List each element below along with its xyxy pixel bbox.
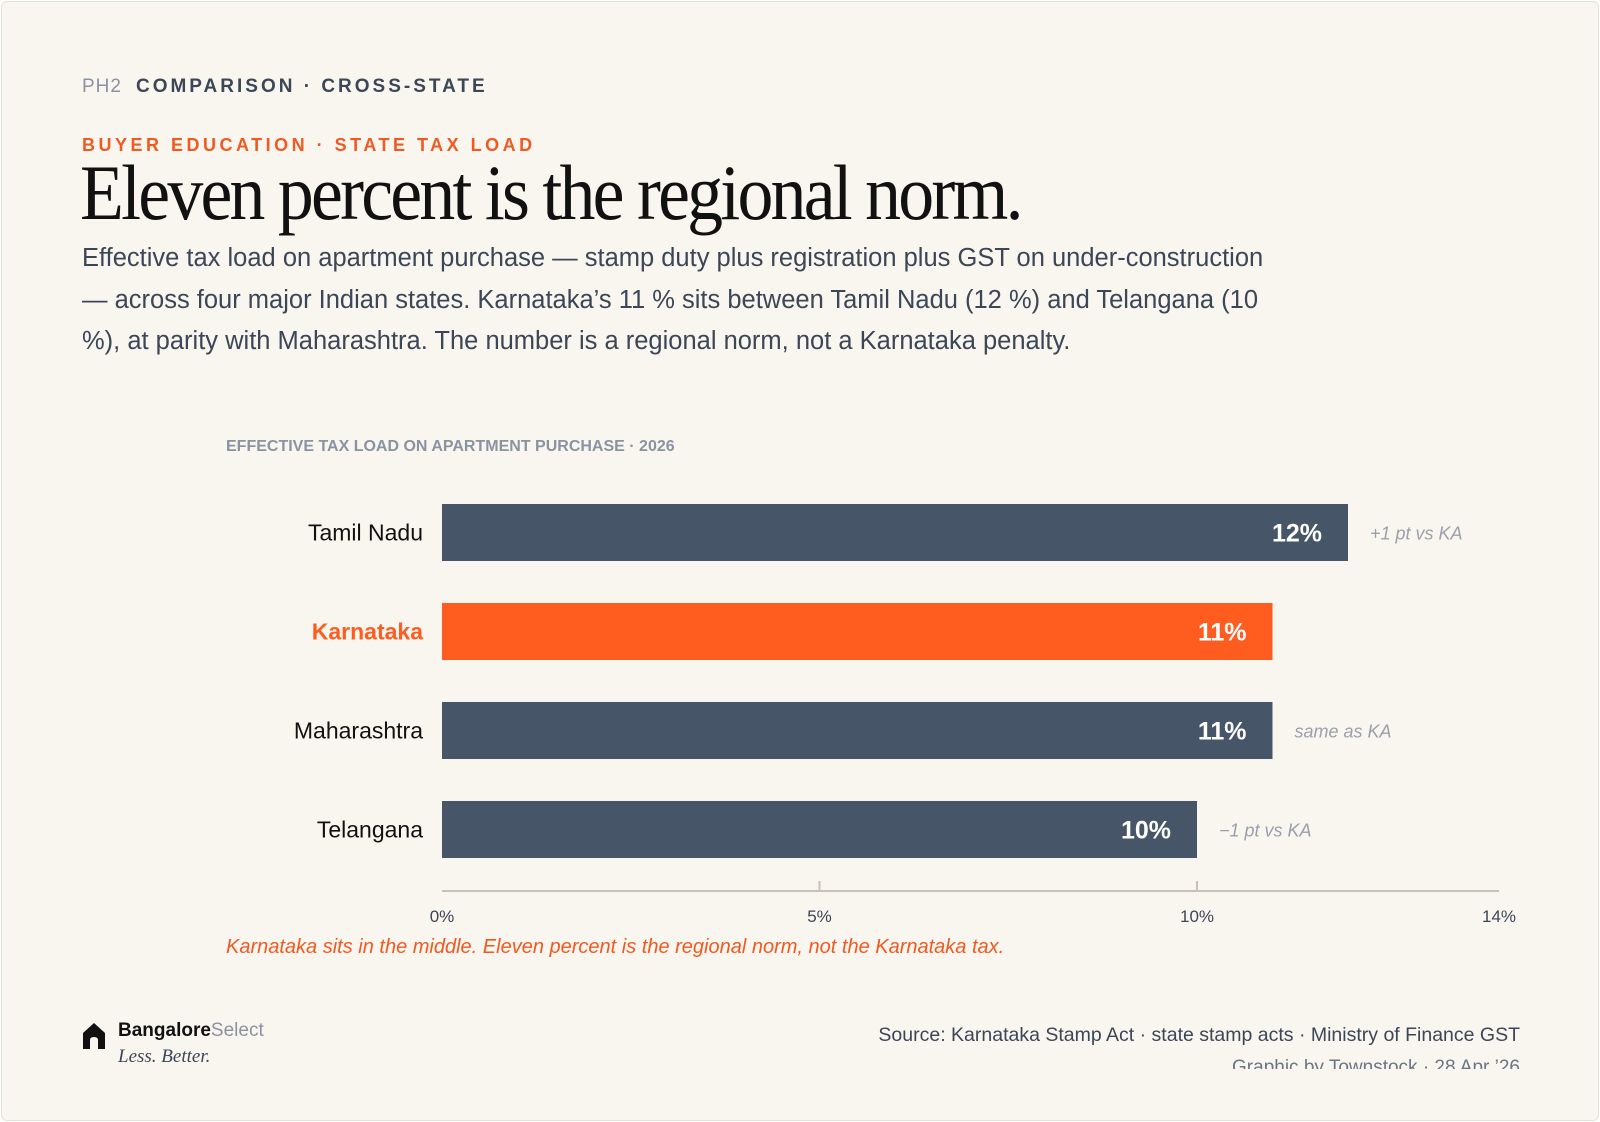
bar-annotation: same as KA <box>1295 722 1392 742</box>
category-label: Maharashtra <box>294 718 423 744</box>
bar <box>442 504 1348 561</box>
chart-callout: Karnataka sits in the middle. Eleven per… <box>226 936 1005 958</box>
data-label: 12% <box>1272 520 1322 548</box>
data-label: 11% <box>1198 619 1247 647</box>
x-tick-label: 10% <box>1180 907 1214 926</box>
bar-annotation: −1 pt vs KA <box>1219 821 1312 841</box>
data-label: 10% <box>1121 817 1171 845</box>
bar <box>442 603 1273 660</box>
section-code: PH2 <box>82 76 122 97</box>
x-tick-label: 5% <box>807 907 832 926</box>
bar <box>442 702 1273 759</box>
brand-tagline: Less. Better. <box>118 1046 211 1062</box>
house-icon <box>83 1023 105 1049</box>
bar-annotation: +1 pt vs KA <box>1370 524 1463 544</box>
category-label: Karnataka <box>312 619 423 645</box>
brand-name-primary: Bangalore <box>118 1020 211 1041</box>
section-label: COMPARISON · CROSS-STATE <box>135 76 488 97</box>
bar <box>442 801 1197 858</box>
source-block: Source: Karnataka Stamp Act · state stam… <box>878 1024 1520 1069</box>
kicker: BUYER EDUCATION · STATE TAX LOAD <box>82 135 536 155</box>
brand-logo: BangaloreSelect Less. Better. <box>82 1020 264 1062</box>
x-tick-label: 0% <box>430 907 455 926</box>
dek: Effective tax load on apartment purchase… <box>82 244 1264 355</box>
eyebrow: PH2 COMPARISON · CROSS-STATE <box>82 76 488 98</box>
x-tick-label: 14% <box>1482 907 1516 926</box>
source-line: Source: Karnataka Stamp Act · state stam… <box>878 1024 1520 1046</box>
brand-name: BangaloreSelect <box>118 1020 264 1042</box>
category-label: Tamil Nadu <box>308 520 423 546</box>
headline: Eleven percent is the regional norm. <box>80 149 1024 236</box>
credit-line: Graphic by Townstock · 28 Apr ’26 <box>1232 1057 1520 1069</box>
data-label: 11% <box>1198 718 1247 746</box>
brand-name-secondary: Select <box>210 1020 264 1041</box>
chart-title: EFFECTIVE TAX LOAD ON APARTMENT PURCHASE… <box>226 438 675 455</box>
category-label: Telangana <box>317 817 423 843</box>
